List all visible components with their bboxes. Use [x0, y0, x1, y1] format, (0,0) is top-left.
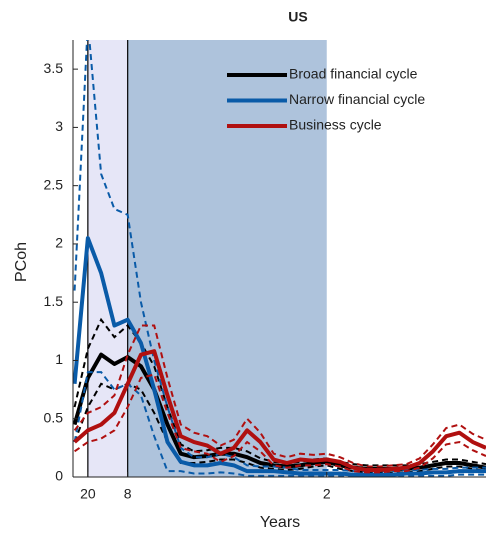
series-line — [73, 349, 486, 473]
x-axis-label: Years — [260, 514, 300, 531]
y-tick-label: 0 — [55, 468, 63, 484]
x-tick-label: 8 — [124, 486, 132, 502]
y-tick-label: 3 — [55, 118, 63, 134]
y-tick-label: 2 — [55, 235, 63, 251]
lower-band-line — [73, 382, 486, 474]
y-tick-label: 1.5 — [44, 293, 64, 309]
y-axis-label: PCoh — [13, 242, 30, 282]
y-tick-label: 2.5 — [44, 176, 64, 192]
x-tick-label: 2 — [323, 486, 331, 502]
legend-label: Narrow financial cycle — [289, 91, 425, 107]
plot-lines — [73, 40, 486, 477]
lower-band-line — [74, 373, 486, 474]
y-tick-label: 1 — [55, 351, 63, 367]
lower-band-line — [73, 371, 486, 477]
x-tick-label: 20 — [80, 486, 96, 502]
y-tick-label: 3.5 — [44, 60, 64, 76]
upper-band-line — [73, 40, 486, 473]
upper-band-line — [73, 324, 486, 468]
legend-label: Broad financial cycle — [289, 66, 418, 82]
y-tick-label: 0.5 — [44, 409, 64, 425]
legend-label: Business cycle — [289, 117, 382, 133]
chart-title: US — [288, 9, 307, 25]
series-line — [73, 236, 486, 477]
